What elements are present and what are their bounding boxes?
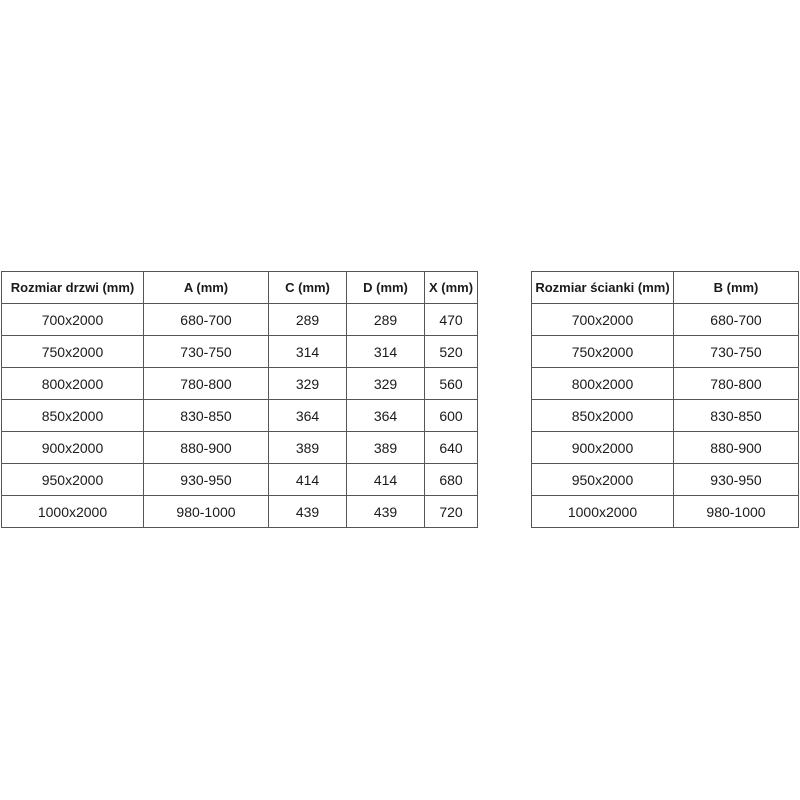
table-row: 900x2000 880-900 xyxy=(531,431,799,464)
table-cell: 289 xyxy=(346,303,425,336)
table-cell: 414 xyxy=(268,463,347,496)
table-cell: 780-800 xyxy=(673,367,799,400)
table-cell: 730-750 xyxy=(143,335,269,368)
table-row: 800x2000 780-800 xyxy=(531,367,799,400)
table-cell: 389 xyxy=(346,431,425,464)
table-cell: 329 xyxy=(346,367,425,400)
table-cell: 980-1000 xyxy=(143,495,269,528)
table-row: 800x2000 780-800 329 329 560 xyxy=(1,367,478,400)
door-size-table: Rozmiar drzwi (mm) A (mm) C (mm) D (mm) X (m… xyxy=(1,271,478,528)
table-cell: 640 xyxy=(424,431,478,464)
table-cell: 880-900 xyxy=(143,431,269,464)
table-cell: 439 xyxy=(268,495,347,528)
table-row: 850x2000 830-850 xyxy=(531,399,799,432)
table-cell: 680 xyxy=(424,463,478,496)
table-cell: 900x2000 xyxy=(531,431,674,464)
column-header: C (mm) xyxy=(268,271,347,304)
table-cell: 950x2000 xyxy=(1,463,144,496)
table-row: 850x2000 830-850 364 364 600 xyxy=(1,399,478,432)
table-cell: 930-950 xyxy=(143,463,269,496)
table-cell: 414 xyxy=(346,463,425,496)
header-row: Rozmiar drzwi (mm) A (mm) C (mm) D (mm) X (m… xyxy=(1,271,478,304)
table-cell: 439 xyxy=(346,495,425,528)
table-row: 700x2000 680-700 xyxy=(531,303,799,336)
column-header: D (mm) xyxy=(346,271,425,304)
column-header: A (mm) xyxy=(143,271,269,304)
header-row: Rozmiar ścianki (mm) B (mm) xyxy=(531,271,799,304)
table-row: 950x2000 930-950 414 414 680 xyxy=(1,463,478,496)
column-header: Rozmiar ścianki (mm) xyxy=(531,271,674,304)
table-cell: 680-700 xyxy=(143,303,269,336)
table-cell: 560 xyxy=(424,367,478,400)
table-cell: 880-900 xyxy=(673,431,799,464)
table-cell: 750x2000 xyxy=(531,335,674,368)
table-cell: 389 xyxy=(268,431,347,464)
table-cell: 900x2000 xyxy=(1,431,144,464)
table-cell: 830-850 xyxy=(673,399,799,432)
wall-size-table: Rozmiar ścianki (mm) B (mm) 700x2000 680-70… xyxy=(531,271,799,528)
table-cell: 800x2000 xyxy=(1,367,144,400)
table-row: 950x2000 930-950 xyxy=(531,463,799,496)
table-row: 750x2000 730-750 xyxy=(531,335,799,368)
column-header: Rozmiar drzwi (mm) xyxy=(1,271,144,304)
table-cell: 314 xyxy=(346,335,425,368)
table-cell: 364 xyxy=(268,399,347,432)
table-cell: 700x2000 xyxy=(1,303,144,336)
table-cell: 980-1000 xyxy=(673,495,799,528)
table-cell: 1000x2000 xyxy=(531,495,674,528)
table-cell: 520 xyxy=(424,335,478,368)
column-header: B (mm) xyxy=(673,271,799,304)
table-cell: 830-850 xyxy=(143,399,269,432)
table-cell: 750x2000 xyxy=(1,335,144,368)
table-row: 700x2000 680-700 289 289 470 xyxy=(1,303,478,336)
table-cell: 364 xyxy=(346,399,425,432)
table-cell: 720 xyxy=(424,495,478,528)
table-cell: 289 xyxy=(268,303,347,336)
table-row: 750x2000 730-750 314 314 520 xyxy=(1,335,478,368)
table-cell: 600 xyxy=(424,399,478,432)
column-header: X (mm) xyxy=(424,271,478,304)
table-cell: 314 xyxy=(268,335,347,368)
table-cell: 850x2000 xyxy=(1,399,144,432)
table-cell: 700x2000 xyxy=(531,303,674,336)
table-cell: 470 xyxy=(424,303,478,336)
table-cell: 1000x2000 xyxy=(1,495,144,528)
table-row: 1000x2000 980-1000 439 439 720 xyxy=(1,495,478,528)
table-cell: 730-750 xyxy=(673,335,799,368)
table-cell: 780-800 xyxy=(143,367,269,400)
table-cell: 680-700 xyxy=(673,303,799,336)
table-cell: 950x2000 xyxy=(531,463,674,496)
table-cell: 329 xyxy=(268,367,347,400)
table-cell: 800x2000 xyxy=(531,367,674,400)
table-row: 900x2000 880-900 389 389 640 xyxy=(1,431,478,464)
table-cell: 930-950 xyxy=(673,463,799,496)
table-row: 1000x2000 980-1000 xyxy=(531,495,799,528)
table-cell: 850x2000 xyxy=(531,399,674,432)
